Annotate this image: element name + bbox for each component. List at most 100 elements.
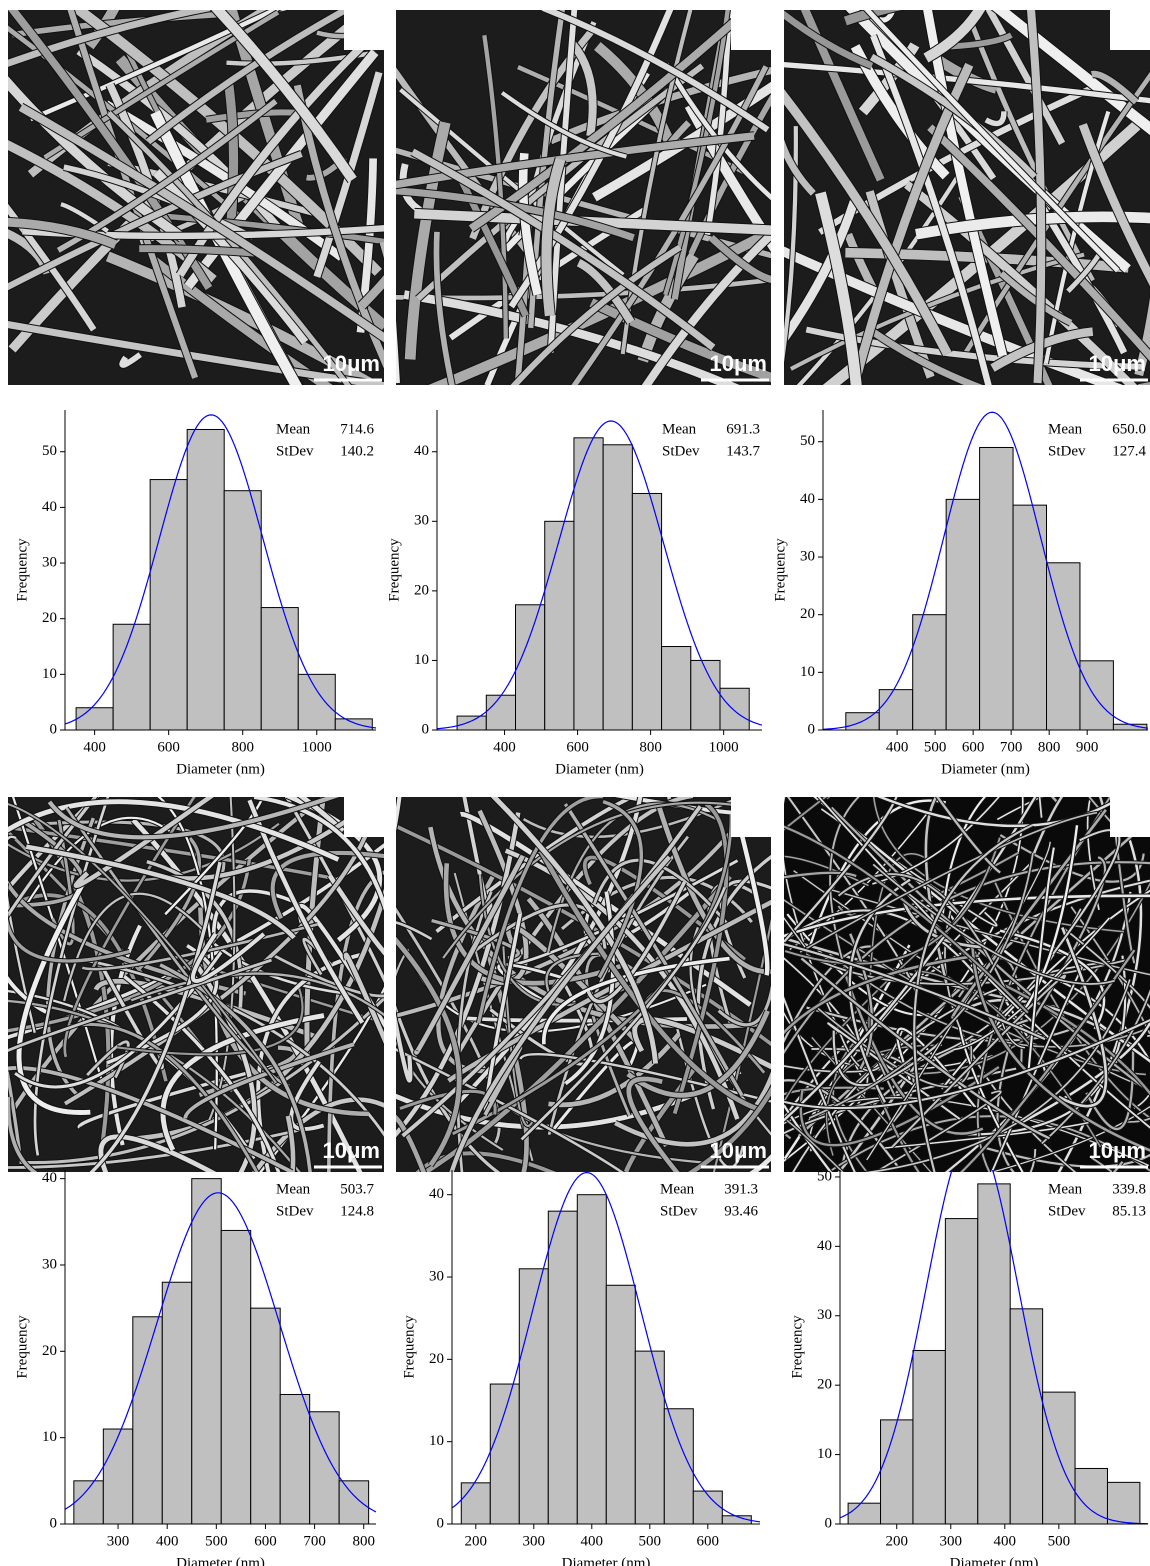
fiber [404, 121, 451, 360]
y-tick-label: 50 [817, 1168, 832, 1184]
bar [460, 1482, 491, 1524]
bar [634, 1350, 665, 1524]
fiber [868, 327, 983, 385]
fiber [47, 797, 339, 840]
fiber [953, 917, 1111, 1051]
x-tick-label: 300 [940, 1533, 963, 1549]
bar [977, 1183, 1011, 1524]
bar [250, 1307, 281, 1524]
fiber [396, 907, 501, 1147]
fiber [483, 913, 523, 1114]
fiber [784, 945, 878, 1044]
fiber [845, 10, 1131, 273]
bar [149, 479, 188, 730]
stat-value: 503.7 [340, 1181, 374, 1197]
fiber [428, 226, 771, 385]
plot-area [65, 414, 376, 730]
fiber-shadow [273, 10, 289, 13]
y-tick-label: 40 [429, 1186, 444, 1202]
bar [912, 1349, 946, 1524]
fiber [414, 854, 525, 1055]
stat-name: Mean [660, 1181, 695, 1197]
x-axis-label: Diameter (nm) [562, 1555, 651, 1566]
fiber [183, 1042, 355, 1119]
fiber [866, 841, 1051, 1161]
fiber [597, 799, 644, 979]
x-tick-label: 800 [1038, 739, 1061, 755]
fiber [1066, 253, 1101, 293]
fiber [541, 157, 566, 317]
fiber [65, 807, 290, 1087]
fiber [1031, 968, 1150, 1064]
fiber [396, 1014, 413, 1083]
x-tick-label: 600 [962, 739, 985, 755]
fiber-shadow [1054, 396, 1065, 420]
fiber [936, 797, 1001, 874]
bar [602, 444, 633, 730]
bar [1009, 1308, 1044, 1524]
fiber [76, 47, 288, 238]
fiber [8, 958, 272, 1053]
stat-name: Mean [276, 421, 311, 437]
fiber [415, 1151, 557, 1172]
x-tick-label: 700 [303, 1533, 326, 1549]
fiber [784, 855, 869, 887]
label-box [731, 797, 771, 837]
fiber [586, 881, 687, 1004]
fiber [8, 203, 97, 332]
y-axis-label: Frequency [14, 538, 30, 602]
x-axis-label: Diameter (nm) [941, 761, 1030, 777]
stat-value: 127.4 [1112, 443, 1146, 459]
stat-value: 714.6 [340, 421, 374, 437]
fiber [8, 150, 303, 291]
fiber [520, 886, 727, 1141]
fiber [14, 951, 223, 1089]
y-tick-label: 10 [414, 652, 429, 668]
fiber [582, 855, 746, 962]
stat-value: 691.3 [726, 421, 760, 437]
fiber [784, 837, 1001, 965]
stat-value: 650.0 [1112, 421, 1146, 437]
y-tick-label: 50 [42, 443, 57, 459]
bar [1079, 660, 1114, 730]
fiber [29, 10, 280, 122]
fiber [576, 258, 635, 325]
fiber [139, 245, 255, 257]
bar [692, 1490, 723, 1524]
bar [1012, 504, 1048, 730]
fiber-shadow [513, 1176, 548, 1206]
fiber [101, 967, 164, 1070]
fiber [508, 10, 674, 309]
x-tick-label: 600 [254, 1533, 277, 1549]
stat-value: 143.7 [726, 443, 760, 459]
fiber [626, 1076, 680, 1172]
stat-value: 85.13 [1112, 1203, 1146, 1219]
y-tick-label: 40 [800, 491, 815, 507]
fiber [396, 936, 462, 1167]
fiber [784, 10, 874, 70]
plot-area [823, 411, 1148, 730]
fiber [443, 863, 622, 986]
sem-image: 10μm [396, 797, 771, 1206]
fiber [500, 91, 627, 159]
x-tick-label: 800 [352, 1533, 375, 1549]
fiber [817, 797, 1150, 1129]
fiber [735, 817, 770, 976]
y-tick-label: 20 [42, 1343, 57, 1359]
fit-curve [65, 1192, 376, 1513]
fiber [800, 957, 1051, 1140]
fiber [16, 884, 91, 1115]
bar [515, 604, 546, 730]
fiber [614, 1071, 771, 1147]
y-axis-label: Frequency [386, 538, 402, 602]
y-tick-label: 30 [429, 1268, 444, 1284]
y-tick-label: 10 [817, 1446, 832, 1462]
fiber [403, 290, 740, 385]
fiber [626, 1009, 770, 1098]
label-box [1110, 797, 1150, 837]
fiber [478, 874, 639, 1007]
y-tick-label: 10 [429, 1433, 444, 1449]
bar [102, 1428, 134, 1524]
fiber [176, 39, 369, 278]
